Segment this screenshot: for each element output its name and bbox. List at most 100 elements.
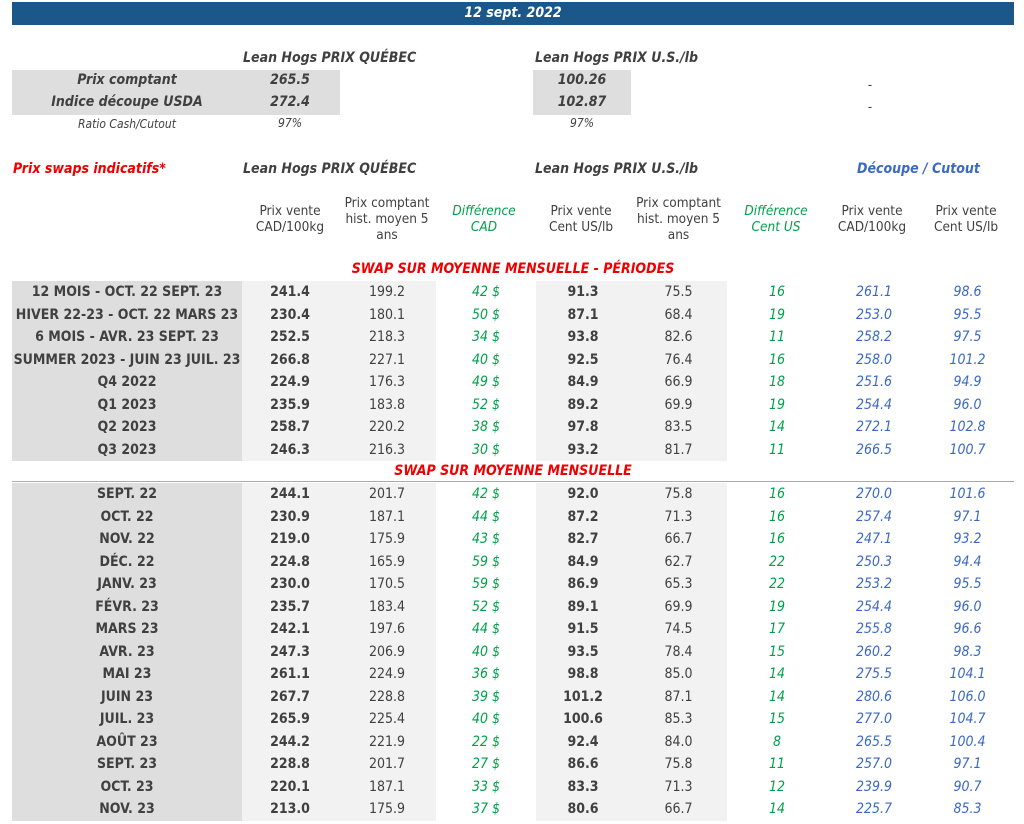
- col-header: Prix comptant hist. moyen 5 ans: [344, 195, 430, 243]
- cell: 33 $: [471, 778, 501, 795]
- col-header: Prix vente Cent US/lb: [548, 203, 614, 235]
- cell: 100.4: [949, 733, 986, 750]
- cell: 15: [768, 643, 786, 660]
- table-row: SEPT. 22 244.1 201.7 42 $ 92.0 75.8 16 270.0 101…: [12, 483, 1014, 506]
- cell: 267.7: [242, 685, 338, 708]
- cell: 230.9: [242, 505, 338, 528]
- table-row: JUIL. 23 265.9 225.4 40 $ 100.6 85.3 15 277.0 10…: [12, 708, 1014, 731]
- row-label: 12 MOIS - OCT. 22 SEPT. 23: [12, 281, 242, 304]
- table-row: Q4 2022 224.9 176.3 49 $ 84.9 66.9 18 251.6 94.9: [12, 371, 1014, 394]
- cell: 219.0: [242, 528, 338, 551]
- table-row: OCT. 22 230.9 187.1 44 $ 87.2 71.3 16 257.4 97.1: [12, 505, 1014, 528]
- ratio-label: Ratio Cash/Cutout: [78, 117, 176, 131]
- cell: 52 $: [471, 598, 501, 615]
- row-label: OCT. 22: [12, 505, 242, 528]
- cell: 89.1: [536, 595, 630, 618]
- cell: 34 $: [471, 329, 501, 345]
- table-row: JUIN 23 267.7 228.8 39 $ 101.2 87.1 14 280.6 106…: [12, 685, 1014, 708]
- summary-shading: [12, 70, 340, 115]
- cell: 257.4: [855, 508, 893, 525]
- row-label: FÉVR. 23: [12, 595, 242, 618]
- col-header: Différence CAD: [452, 203, 516, 235]
- row-label: Q2 2023: [12, 416, 242, 439]
- cell: 66.7: [630, 798, 727, 821]
- table-row: HIVER 22-23 - OCT. 22 MARS 23 230.4 180.1 5…: [12, 303, 1014, 326]
- cell: 98.8: [536, 663, 630, 686]
- cell: 85.3: [630, 708, 727, 731]
- cell: 62.7: [630, 550, 727, 573]
- cell: 254.4: [855, 396, 893, 413]
- cell: 104.7: [949, 711, 986, 727]
- cell: 252.5: [242, 326, 338, 349]
- cell: 165.9: [338, 550, 436, 573]
- cell: 244.1: [242, 483, 338, 506]
- cell: 49 $: [471, 374, 501, 390]
- cell: 69.9: [630, 393, 727, 416]
- cell: 255.8: [855, 621, 893, 637]
- cell: 22: [768, 576, 786, 592]
- cell: 97.8: [536, 416, 630, 439]
- cell: 96.0: [953, 396, 982, 413]
- cell: 87.1: [630, 685, 727, 708]
- swaps-quebec-title: Lean Hogs PRIX QUÉBEC: [243, 161, 417, 177]
- cell: 19: [768, 598, 786, 615]
- cell: 224.8: [242, 550, 338, 573]
- cell: 16: [768, 531, 786, 547]
- cell: 14: [768, 666, 786, 682]
- cell: 197.6: [338, 618, 436, 641]
- row-label: AVR. 23: [12, 640, 242, 663]
- cell: 94.9: [953, 374, 982, 390]
- row-label: JANV. 23: [12, 573, 242, 596]
- cell: 227.1: [338, 348, 436, 371]
- cell: 224.9: [338, 663, 436, 686]
- col-header: Prix vente CAD/100kg: [255, 203, 325, 235]
- cell: 206.9: [338, 640, 436, 663]
- swaps-us-title: Lean Hogs PRIX U.S./lb: [535, 161, 699, 177]
- cell: 201.7: [338, 753, 436, 776]
- cell: 90.7: [953, 778, 982, 795]
- cell: 275.5: [855, 666, 893, 682]
- cell: 16: [768, 284, 786, 300]
- cell: 36 $: [471, 666, 501, 682]
- cell: 253.0: [855, 306, 893, 323]
- cell: 97.5: [953, 329, 982, 345]
- row-label: NOV. 22: [12, 528, 242, 551]
- table-row: Q2 2023 258.7 220.2 38 $ 97.8 83.5 14 272.1 102.…: [12, 416, 1014, 439]
- cell: 22: [768, 553, 786, 570]
- cell: 12: [768, 778, 786, 795]
- cell: 266.5: [855, 441, 893, 458]
- cell: 93.2: [536, 438, 630, 461]
- cell: 218.3: [338, 326, 436, 349]
- quebec-title: Lean Hogs PRIX QUÉBEC: [243, 50, 417, 66]
- cell: 251.6: [855, 374, 893, 390]
- cell: 87.2: [536, 505, 630, 528]
- cutout-title: Découpe / Cutout: [857, 161, 980, 177]
- cell: 102.8: [949, 419, 986, 435]
- cell: 101.6: [949, 486, 986, 502]
- cell: 261.1: [242, 663, 338, 686]
- cell: 213.0: [242, 798, 338, 821]
- cell: 187.1: [338, 505, 436, 528]
- cell: 170.5: [338, 573, 436, 596]
- cell: 71.3: [630, 775, 727, 798]
- cell: 175.9: [338, 798, 436, 821]
- section-periods-title: SWAP SUR MOYENNE MENSUELLE - PÉRIODES: [351, 261, 675, 277]
- cell: 201.7: [338, 483, 436, 506]
- cutout-extra: -: [867, 100, 873, 115]
- cell: 92.0: [536, 483, 630, 506]
- cell: 94.4: [953, 553, 982, 570]
- cell: 91.5: [536, 618, 630, 641]
- ratio-qc: 97%: [278, 116, 302, 130]
- cell: 44 $: [471, 621, 501, 637]
- summary-shading: [533, 70, 631, 115]
- table-row: Q3 2023 246.3 216.3 30 $ 93.2 81.7 11 266.5 100.…: [12, 438, 1014, 461]
- cell: 260.2: [855, 643, 893, 660]
- cell: 91.3: [536, 281, 630, 304]
- cell: 82.7: [536, 528, 630, 551]
- cell: 82.6: [630, 326, 727, 349]
- cell: 242.1: [242, 618, 338, 641]
- us-title: Lean Hogs PRIX U.S./lb: [535, 50, 699, 66]
- table-row: SEPT. 23 228.8 201.7 27 $ 86.6 75.8 11 257.0 97.…: [12, 753, 1014, 776]
- cell: 84.9: [536, 371, 630, 394]
- cell: 81.7: [630, 438, 727, 461]
